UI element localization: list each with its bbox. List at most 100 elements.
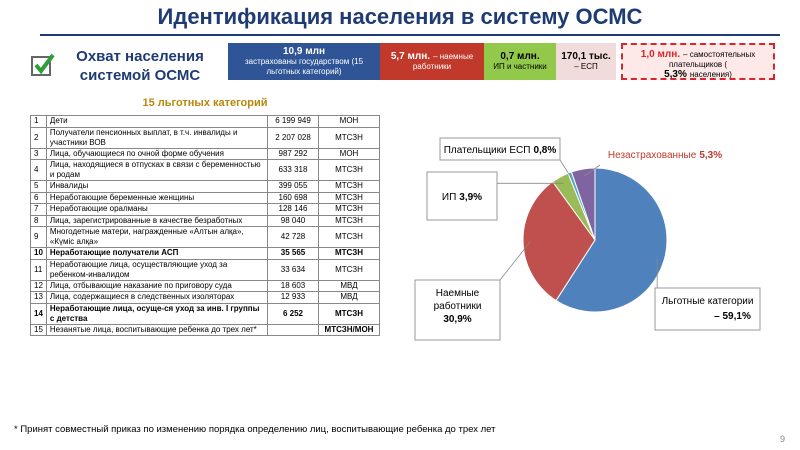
coverage-share: 5,3%	[664, 69, 687, 80]
pie-slice	[522, 181, 596, 302]
coverage-box: 5,7 млн. – наемные работники	[380, 43, 484, 80]
table-cell: 987 292	[267, 147, 319, 160]
table-title: 15 льготных категорий	[142, 97, 268, 109]
table-cell: Неработающие беременные женщины	[45, 191, 269, 204]
table-row: 2 Получатели пенсионных выплат, в т.ч. ин…	[30, 126, 380, 149]
table-cell: 13	[30, 291, 47, 304]
table-cell: 98 040	[267, 214, 319, 227]
table-cell: 5	[30, 180, 47, 193]
table-cell: 6 199 949	[267, 115, 319, 128]
table-cell: 3	[30, 147, 47, 160]
coverage-text: – самостоятельных плательщиков (	[668, 50, 756, 69]
category-word: Наемные	[436, 288, 480, 299]
table-cell: МТСЗН	[318, 180, 380, 193]
coverage-text: – ЕСП	[574, 61, 598, 71]
table-cell: Дети	[45, 115, 269, 128]
table-cell: Многодетные матери, награжденные «Алтын …	[45, 226, 269, 248]
callout-box	[414, 279, 501, 341]
table-cell: 42 728	[267, 226, 319, 248]
table-cell: 12 933	[267, 291, 319, 304]
callout-label: Плательщики ЕСП 0,8%	[444, 145, 557, 156]
callout-box	[426, 171, 498, 221]
page-number: 9	[780, 434, 786, 444]
table-cell: Неработающие лица, осуще-ся уход за инв.…	[45, 302, 269, 325]
table-cell: Лица, зарегистрированные в качестве безр…	[45, 214, 269, 227]
title-rule	[40, 34, 780, 36]
leader-line	[499, 241, 531, 281]
table-cell: Лица, обучающиеся по очной форме обучени…	[45, 147, 269, 160]
table-cell: МВД	[318, 291, 380, 304]
table-cell: Неработающие лица, осуществляющие уход з…	[45, 258, 269, 281]
coverage-text: – наемные работники	[412, 51, 474, 71]
callout-label: Незастрахованные 5,3%	[608, 150, 722, 161]
table-cell: 6	[30, 191, 47, 204]
table-row: 12 Лица, отбывающие наказание по приговор…	[30, 279, 380, 292]
table-cell: 11	[30, 258, 47, 281]
table-cell: МТСЗН	[318, 203, 380, 216]
table-row: 10 Неработающие получатели АСП 35 565 МТСЗН	[30, 247, 380, 260]
coverage-value: 0,7 млн.	[500, 50, 540, 62]
table-row: 8 Лица, зарегистрированные в качестве без…	[30, 214, 380, 227]
coverage-value: 10,9 млн	[282, 45, 326, 57]
category-label: Наемные работники	[434, 288, 482, 312]
leader-line	[584, 164, 601, 177]
category-label: Незастрахованные	[608, 150, 697, 161]
table-cell: 15	[30, 323, 47, 336]
table-row: 9 Многодетные матери, награжденные «Алтын…	[30, 226, 380, 248]
table-row: 13 Лица, содержащиеся в следственных изол…	[30, 291, 380, 304]
check-icon	[31, 53, 55, 76]
table-cell: 14	[30, 302, 47, 325]
category-label: Льготные категории	[662, 296, 754, 307]
category-label: Плательщики ЕСП	[444, 145, 531, 156]
table-cell: 35 565	[267, 247, 319, 260]
coverage-box: 1,0 млн. – самостоятельных плательщиков (…	[621, 43, 775, 80]
table-cell: МТСЗН/МОН	[318, 323, 380, 336]
table-cell: МТСЗН	[318, 258, 380, 281]
value-label: – 59,1%	[714, 311, 751, 322]
table-cell	[267, 323, 319, 336]
coverage-line: 1,0 млн. – самостоятельных плательщиков (	[627, 50, 769, 70]
callout-box	[654, 287, 761, 331]
table-cell: 33 634	[267, 258, 319, 281]
table-cell: МТСЗН	[318, 191, 380, 204]
table-cell: Неработающие оралманы	[45, 203, 269, 216]
table-cell: Лица, отбывающие наказание по приговору …	[45, 279, 269, 292]
coverage-value: 5,7 млн.	[390, 50, 431, 62]
table-row: 3 Лица, обучающиеся по очной форме обучен…	[30, 147, 380, 160]
table-cell: 7	[30, 203, 47, 216]
value-label: 5,3%	[699, 150, 722, 161]
coverage-box: 0,7 млн. ИП и частники	[484, 43, 556, 80]
table-cell: Неработающие получатели АСП	[45, 247, 269, 260]
value-label: 3,9%	[459, 192, 482, 203]
callout-label: ИП 3,9%	[442, 192, 482, 203]
table-cell: МТСЗН	[318, 159, 380, 181]
table-cell: МОН	[318, 147, 380, 160]
callout-box	[439, 137, 561, 161]
table-row: 6 Неработающие беременные женщины 160 698 М…	[30, 191, 380, 204]
table-cell: 633 318	[267, 159, 319, 181]
table-row: 5 Инвалиды 399 055 МТСЗН	[30, 180, 380, 193]
value-label: 30,9%	[443, 314, 471, 325]
table-cell: МТСЗН	[318, 214, 380, 227]
table-cell: МТСЗН	[318, 302, 380, 325]
table-cell: 399 055	[267, 180, 319, 193]
title: Идентификация населения в систему ОСМС	[157, 4, 643, 29]
table-cell: Получатели пенсионных выплат, в т.ч. инв…	[45, 126, 269, 149]
table-row: 15 Незанятые лица, воспитывающие ребенка …	[30, 323, 380, 336]
table-cell: 6 252	[267, 302, 319, 325]
coverage-value: 170,1 тыс.	[561, 50, 611, 62]
coverage-box: 170,1 тыс. – ЕСП	[556, 43, 616, 80]
leader-line	[559, 159, 573, 180]
pie-slice	[570, 167, 596, 241]
table-cell: Лица, содержащиеся в следственных изолят…	[45, 291, 269, 304]
table-cell: МТСЗН	[318, 247, 380, 260]
coverage-boxes: 10,9 млн застрахованы государством (15 ль…	[228, 43, 775, 80]
table-cell: 8	[30, 214, 47, 227]
coverage-value: 1,0 млн.	[640, 49, 681, 60]
table-cell: 1	[30, 115, 47, 128]
table-cell: МТСЗН	[318, 226, 380, 248]
coverage-box: 10,9 млн застрахованы государством (15 ль…	[228, 43, 380, 80]
table-row: 11 Неработающие лица, осуществляющие уход…	[30, 258, 380, 281]
table: 1 Дети 6 199 949 МОН 2 Получатели пенсионных …	[30, 115, 380, 336]
